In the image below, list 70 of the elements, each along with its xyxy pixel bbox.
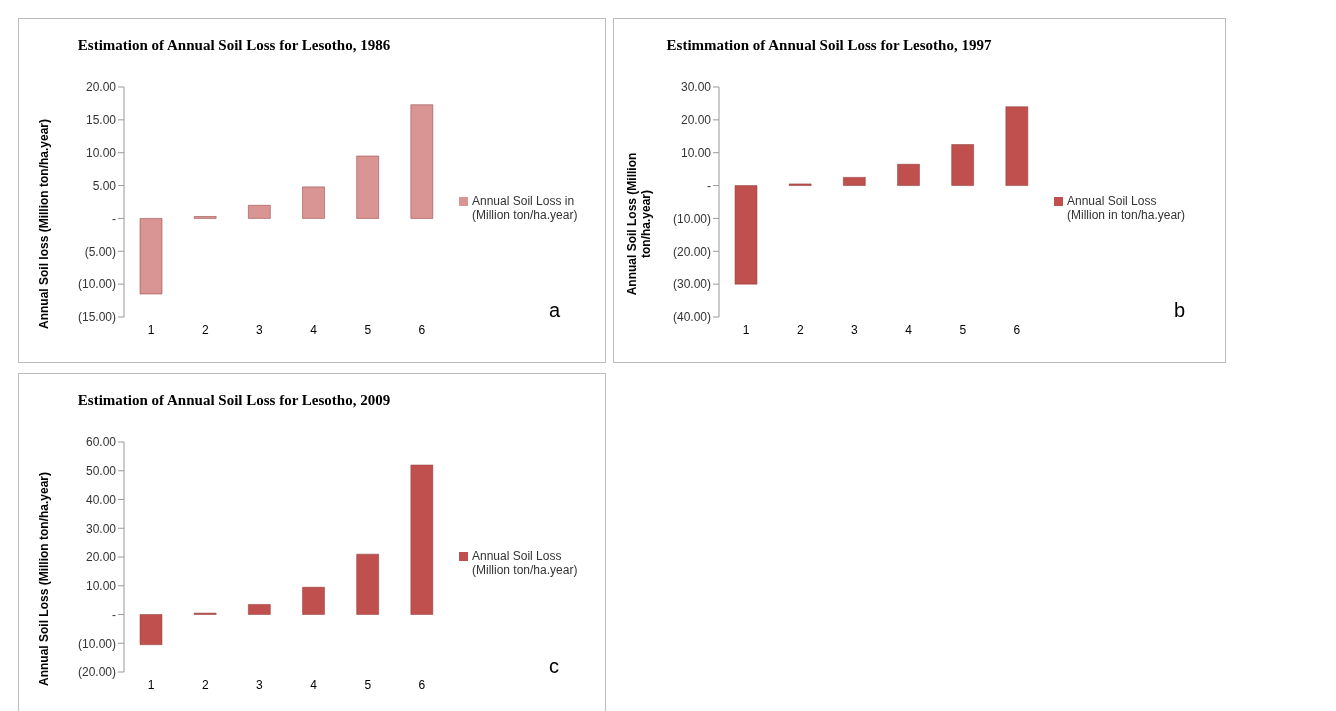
x-tick-label: 5 <box>364 677 372 692</box>
chart-title: Estimmation of Annual Soil Loss for Lesotho, 1997 <box>665 37 993 54</box>
x-tick-label: 6 <box>1013 322 1021 337</box>
text: c <box>549 655 559 678</box>
y-tick-label: (30.00) <box>672 277 711 292</box>
x-tick-label: 3 <box>256 677 264 692</box>
y-tick-label: - <box>112 607 116 622</box>
y-tick-label: (10.00) <box>672 211 711 226</box>
bar <box>410 464 434 615</box>
y-tick-label: 60.00 <box>85 435 117 450</box>
bar <box>843 177 866 186</box>
x-tick-label: 1 <box>742 322 750 337</box>
x-tick-label: 1 <box>147 322 155 337</box>
x-tick-label: 1 <box>147 677 155 692</box>
y-tick-label: 20.00 <box>85 80 117 95</box>
x-tick-label: 4 <box>905 322 913 337</box>
bar <box>410 104 434 219</box>
y-tick-label: 50.00 <box>85 464 117 479</box>
y-axis-title: Annual Soil loss (Million ton/ha.year) <box>37 118 51 330</box>
text: b <box>1174 299 1186 322</box>
bar <box>356 553 379 615</box>
y-tick-label: (5.00) <box>84 244 116 259</box>
x-tick-label: 2 <box>201 322 209 337</box>
y-axis-title: Annual Soil Loss (Million ton/ha.year) <box>37 472 51 687</box>
y-tick-label: (40.00) <box>672 310 711 325</box>
legend-label: Annual Soil Loss (Million ton/ha.year) <box>472 549 579 577</box>
bar <box>1005 106 1029 186</box>
bar <box>356 155 379 219</box>
y-tick-label: 40.00 <box>85 492 117 507</box>
y-tick-label: 10.00 <box>680 145 712 160</box>
bar <box>248 205 271 219</box>
x-tick-label: 2 <box>201 677 209 692</box>
x-tick-label: 6 <box>418 677 426 692</box>
y-tick-label: 10.00 <box>85 579 117 594</box>
y-tick-label: 20.00 <box>680 113 712 128</box>
bar <box>302 186 325 219</box>
x-tick-label: 4 <box>310 322 318 337</box>
x-tick-label: 6 <box>418 322 426 337</box>
y-tick-label: (10.00) <box>77 636 116 651</box>
y-tick-label: (15.00) <box>77 310 116 325</box>
y-tick-label: - <box>112 211 116 226</box>
x-tick-label: 3 <box>256 322 264 337</box>
legend-label: Annual Soil Loss in (Million ton/ha.year) <box>472 194 579 222</box>
y-tick-label: 5.00 <box>92 178 117 193</box>
y-tick-label: (10.00) <box>77 277 116 292</box>
y-tick-label: (20.00) <box>77 665 116 680</box>
text: a <box>549 299 561 322</box>
legend-label: Annual Soil Loss (Million in ton/ha.year) <box>1067 194 1187 222</box>
y-tick-label: 30.00 <box>85 521 117 536</box>
y-tick-label: (20.00) <box>672 244 711 259</box>
chart-title: Estimation of Annual Soil Loss for Lesotho, 2009 <box>76 392 392 409</box>
x-tick-label: 5 <box>364 322 372 337</box>
bar <box>302 586 325 615</box>
bar <box>734 185 758 285</box>
y-tick-label: 30.00 <box>680 80 712 95</box>
y-tick-label: - <box>707 178 711 193</box>
x-tick-label: 5 <box>959 322 967 337</box>
y-axis-title: Annual Soil Loss (Million ton/ha.year) <box>625 151 653 298</box>
y-tick-label: 20.00 <box>85 550 117 565</box>
x-tick-label: 2 <box>796 322 804 337</box>
bar <box>139 614 163 645</box>
bar <box>248 604 271 615</box>
x-tick-label: 4 <box>310 677 318 692</box>
x-tick-label: 3 <box>851 322 859 337</box>
bar <box>139 218 163 295</box>
chart-title: Estimation of Annual Soil Loss for Lesotho, 1986 <box>76 37 392 54</box>
y-tick-label: 15.00 <box>85 113 117 128</box>
bar <box>951 144 974 186</box>
bar <box>897 163 920 186</box>
y-tick-label: 10.00 <box>85 145 117 160</box>
